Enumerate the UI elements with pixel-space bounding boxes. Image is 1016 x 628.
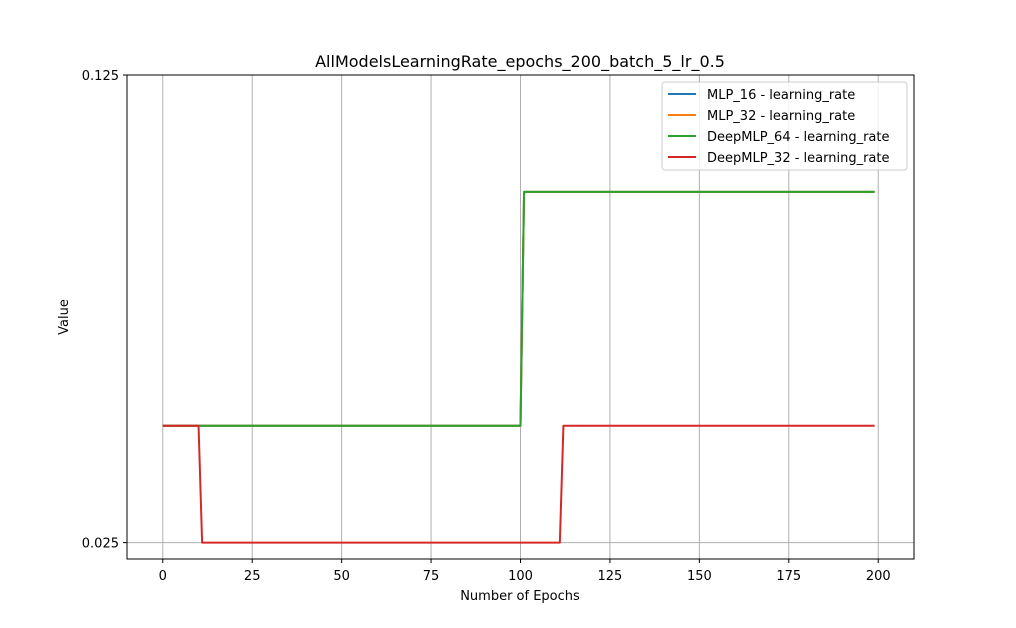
y-tick-label: 0.125 [82,69,119,84]
x-tick-label: 50 [333,569,350,584]
x-tick-label: 150 [687,569,712,584]
x-tick-label: 100 [508,569,533,584]
chart-title: AllModelsLearningRate_epochs_200_batch_5… [315,52,725,72]
y-tick-label: 0.025 [82,537,119,552]
legend-label-4: DeepMLP_32 - learning_rate [707,151,890,166]
series-line-4 [162,424,875,544]
x-tick-label: 125 [598,569,623,584]
legend-box [661,81,908,171]
x-tick-label: 0 [159,569,167,584]
legend: MLP_16 - learning_rate MLP_32 - learning_… [661,81,908,171]
x-axis-label: Number of Epochs [460,589,580,604]
x-tick-label: 175 [776,569,801,584]
series-lines [162,190,875,544]
y-axis: 0.025 0.125 [82,69,127,552]
x-tick-label: 75 [423,569,440,584]
legend-label-1: MLP_16 - learning_rate [707,88,855,103]
x-axis: 0 25 50 75 100 125 150 175 200 [159,559,891,584]
legend-label-3: DeepMLP_64 - learning_rate [707,130,890,145]
y-axis-label: Value [57,299,72,335]
x-tick-label: 25 [244,569,261,584]
legend-label-2: MLP_32 - learning_rate [707,109,855,124]
x-tick-label: 200 [866,569,891,584]
series-line-3 [162,190,875,427]
